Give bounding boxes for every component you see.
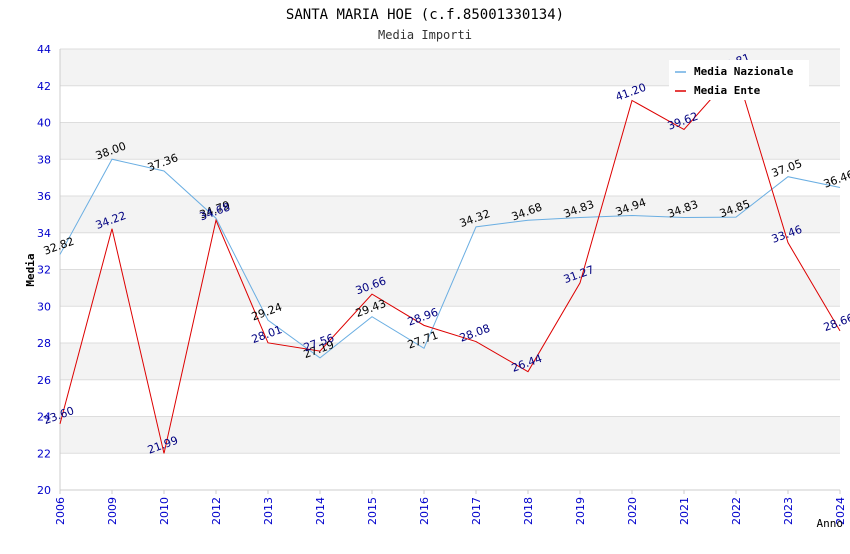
plot-band bbox=[60, 379, 840, 417]
x-tick-label: 2019 bbox=[574, 497, 587, 525]
x-axis-label: Anno bbox=[817, 517, 844, 530]
plot-band bbox=[60, 232, 840, 270]
x-tick-label: 2009 bbox=[106, 497, 119, 525]
x-tick-label: 2024 bbox=[834, 497, 847, 525]
x-tick-label: 2013 bbox=[262, 497, 275, 525]
y-tick-label: 44 bbox=[37, 43, 51, 56]
x-tick-label: 2006 bbox=[54, 497, 67, 525]
x-tick-label: 2020 bbox=[626, 497, 639, 525]
x-tick-label: 2018 bbox=[522, 497, 535, 525]
x-tick-label: 2016 bbox=[418, 497, 431, 525]
y-tick-label: 34 bbox=[37, 227, 51, 240]
plot-band bbox=[60, 416, 840, 454]
x-tick-labels: 2006 2009 2010 2012 2013 2014 2015 2016 2017 2018… bbox=[54, 490, 847, 525]
plot-band bbox=[60, 306, 840, 343]
y-tick-label: 30 bbox=[37, 300, 51, 313]
plot-band bbox=[60, 159, 840, 196]
y-tick-label: 24 bbox=[37, 411, 51, 424]
y-tick-label: 36 bbox=[37, 190, 51, 203]
plot-band bbox=[60, 453, 840, 490]
series-line-0 bbox=[59, 158, 841, 359]
y-tick-label: 32 bbox=[37, 264, 51, 277]
x-tick-label: 2014 bbox=[314, 497, 327, 525]
y-tick-label: 42 bbox=[37, 80, 51, 93]
y-tick-label: 38 bbox=[37, 153, 51, 166]
legend-label-media-ente: Media Ente bbox=[694, 84, 761, 97]
x-tick-label: 2010 bbox=[158, 497, 171, 525]
y-tick-label: 20 bbox=[37, 484, 51, 497]
axes bbox=[59, 49, 840, 491]
chart-title: SANTA MARIA HOE (c.f.85001330134) bbox=[286, 7, 564, 23]
x-tick-label: 2012 bbox=[210, 497, 223, 525]
x-tick-label: 2022 bbox=[730, 497, 743, 525]
y-tick-label: 40 bbox=[37, 117, 51, 130]
series-lines bbox=[59, 69, 841, 454]
x-tick-label: 2023 bbox=[782, 497, 795, 525]
y-tick-label: 26 bbox=[37, 374, 51, 387]
plot-band bbox=[60, 196, 840, 233]
x-tick-label: 2017 bbox=[470, 497, 483, 525]
y-axis-label: Media bbox=[24, 253, 37, 286]
y-tick-label: 28 bbox=[37, 337, 51, 350]
plot-band bbox=[60, 343, 840, 380]
plot-band bbox=[60, 122, 840, 160]
series-line-1 bbox=[59, 69, 841, 454]
x-tick-label: 2015 bbox=[366, 497, 379, 525]
legend-label-media-nazionale: Media Nazionale bbox=[694, 65, 794, 78]
x-tick-label: 2021 bbox=[678, 497, 691, 525]
legend-box bbox=[669, 60, 809, 100]
plot-background bbox=[60, 49, 840, 490]
chart-subtitle: Media Importi bbox=[378, 28, 472, 42]
y-tick-labels: 20 22 24 26 28 30 32 34 36 38 40 42 44 bbox=[37, 43, 51, 497]
y-tick-label: 22 bbox=[37, 447, 51, 460]
legend: Media Nazionale Media Ente bbox=[669, 60, 809, 100]
